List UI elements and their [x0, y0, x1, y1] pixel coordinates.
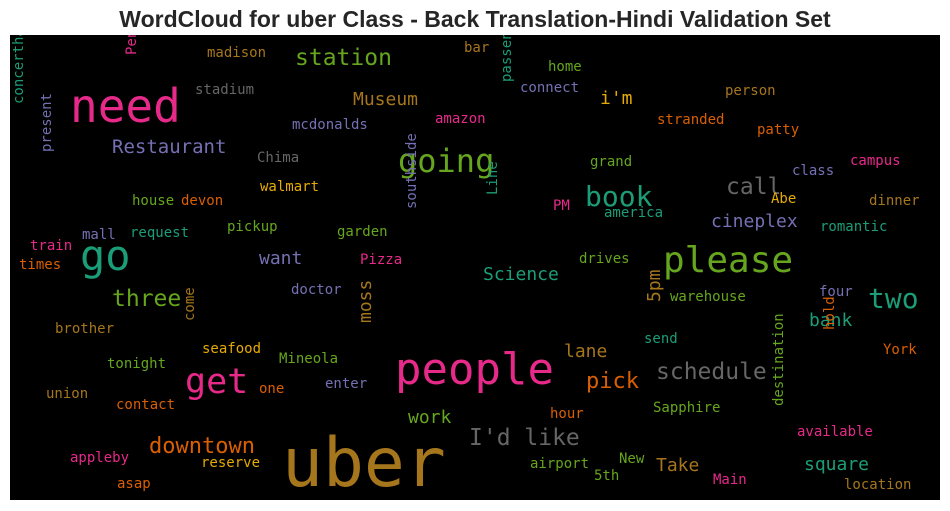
cloud-word: asap — [117, 476, 151, 492]
cloud-word: passengers — [499, 35, 515, 82]
cloud-word: people — [395, 344, 554, 395]
cloud-word: location — [844, 477, 912, 493]
cloud-word: request — [130, 225, 190, 241]
cloud-word: get — [185, 362, 249, 402]
cloud-word: Science — [483, 264, 559, 285]
cloud-word: bar — [464, 40, 490, 56]
cloud-word: Mineola — [279, 351, 339, 367]
cloud-word: Sapphire — [653, 400, 721, 416]
cloud-word: madison — [207, 45, 267, 61]
cloud-word: come — [182, 287, 198, 321]
cloud-word: 5pm — [644, 269, 665, 302]
cloud-word: train — [30, 238, 73, 254]
chart-title: WordCloud for uber Class - Back Translat… — [119, 6, 831, 32]
cloud-word: brother — [55, 321, 115, 337]
cloud-word: Abe — [771, 191, 797, 207]
cloud-word: 5th — [594, 468, 620, 484]
cloud-word: square — [804, 454, 870, 475]
cloud-word: send — [644, 331, 678, 347]
word-cloud: uber need people go please get going book two sch… — [10, 35, 940, 500]
cloud-word: appleby — [70, 450, 130, 466]
cloud-word: Restaurant — [112, 136, 227, 158]
cloud-word: PM — [553, 198, 570, 214]
cloud-word: patty — [757, 122, 800, 138]
cloud-word: book — [585, 180, 653, 213]
cloud-word: devon — [181, 193, 224, 209]
cloud-word: mcdonalds — [292, 117, 368, 133]
cloud-word: call — [726, 174, 782, 200]
cloud-word: work — [408, 407, 452, 428]
cloud-word: stadium — [195, 82, 255, 98]
cloud-word: enter — [325, 376, 368, 392]
cloud-word: please — [663, 240, 794, 281]
cloud-word: station — [295, 45, 392, 71]
cloud-word: need — [70, 79, 181, 133]
cloud-word: union — [46, 386, 89, 402]
cloud-word: destination — [771, 313, 787, 406]
cloud-word: lane — [564, 341, 608, 362]
cloud-word: home — [548, 59, 582, 75]
cloud-word: Chima — [257, 150, 300, 166]
cloud-word: hold — [822, 296, 838, 330]
cloud-word: present — [39, 92, 55, 152]
cloud-word: contact — [116, 397, 176, 413]
cloud-word: four — [819, 284, 853, 300]
cloud-word: Take — [656, 455, 700, 476]
cloud-word: america — [604, 205, 664, 221]
cloud-word: two — [868, 282, 919, 315]
cloud-word: concerthall — [11, 35, 27, 104]
cloud-word: stranded — [657, 112, 725, 128]
cloud-word: connect — [520, 80, 580, 96]
cloud-word: house — [132, 193, 175, 209]
cloud-word: pick — [586, 369, 639, 394]
cloud-word: bank — [809, 310, 853, 331]
cloud-word: reserve — [201, 455, 261, 471]
cloud-word: cineplex — [711, 211, 798, 232]
cloud-word: Pizza — [360, 252, 403, 268]
cloud-word: southside — [404, 133, 420, 209]
cloud-word: New — [619, 451, 645, 467]
cloud-word: going — [398, 142, 495, 180]
cloud-word: seafood — [202, 341, 262, 357]
cloud-word: warehouse — [670, 289, 746, 305]
cloud-word: times — [19, 257, 62, 273]
cloud-word: Line — [485, 161, 501, 195]
cloud-word: pickup — [227, 219, 278, 235]
cloud-word: I'd like — [469, 425, 580, 451]
cloud-word: Main — [713, 472, 747, 488]
cloud-word: class — [792, 163, 835, 179]
cloud-word: doctor — [291, 282, 342, 298]
cloud-word: dinner — [869, 193, 920, 209]
cloud-word: romantic — [820, 219, 888, 235]
cloud-word: want — [259, 248, 303, 269]
cloud-word: grand — [590, 154, 633, 170]
cloud-word: i'm — [600, 88, 633, 109]
cloud-word: one — [259, 381, 285, 397]
cloud-word: York — [883, 342, 917, 358]
cloud-word: available — [797, 424, 873, 440]
cloud-word: three — [112, 286, 182, 312]
cloud-word: campus — [850, 153, 901, 169]
cloud-word: go — [80, 231, 131, 280]
cloud-word: tonight — [107, 356, 167, 372]
cloud-word: person — [725, 83, 776, 99]
cloud-word: walmart — [260, 179, 320, 195]
cloud-word: Museum — [353, 89, 419, 110]
cloud-word: Penn — [124, 35, 140, 55]
cloud-word: amazon — [435, 111, 486, 127]
cloud-word: moss — [355, 279, 376, 323]
cloud-word: uber — [282, 424, 446, 500]
cloud-word: airport — [530, 456, 590, 472]
cloud-word: hour — [550, 406, 584, 422]
cloud-word: schedule — [656, 359, 767, 385]
cloud-word: downtown — [149, 434, 255, 459]
cloud-word: mall — [82, 227, 116, 243]
cloud-word: drives — [579, 251, 630, 267]
cloud-word: garden — [337, 224, 388, 240]
